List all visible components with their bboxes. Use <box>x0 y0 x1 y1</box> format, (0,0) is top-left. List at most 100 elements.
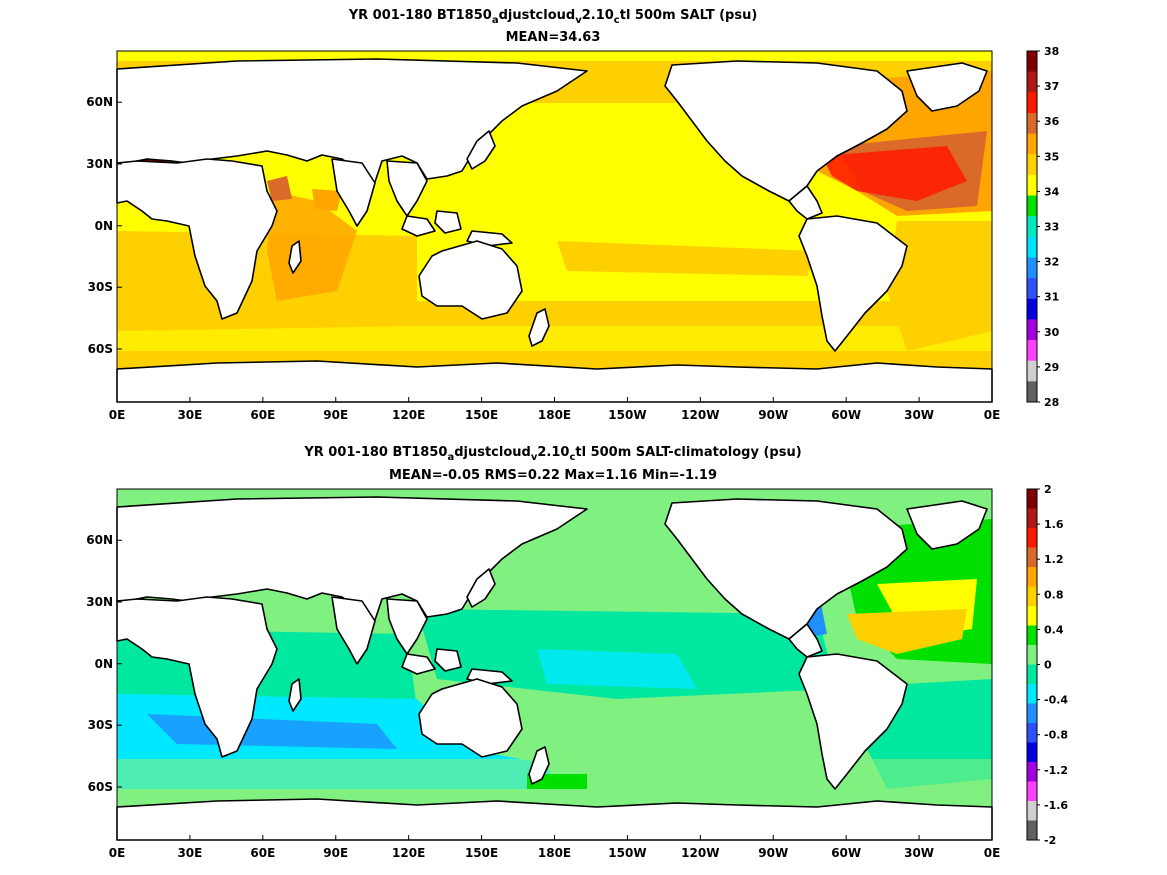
x-axis: 0E 30E 60E 90E 120E 150E 180E 150W 120W 90W 60W 30W… <box>109 397 1001 422</box>
colorbar-swatch <box>1027 92 1037 114</box>
colorbar-swatch <box>1027 742 1037 763</box>
map-field <box>116 51 993 403</box>
colorbar-tick-label: 38 <box>1044 45 1059 58</box>
colorbar-tick-label: 1.2 <box>1044 553 1064 566</box>
colorbar: 2 1.6 1.2 0.8 0.4 0 -0.4 -0.8 -1.2 -1.6 -2 <box>1026 483 1068 847</box>
x-tick-label: 60E <box>250 408 275 422</box>
x-tick-label: 30E <box>177 846 202 860</box>
colorbar-swatch <box>1027 298 1037 320</box>
colorbar-swatch <box>1027 567 1037 587</box>
salt-panel: YR 001-180 BT1850adjustcloudv2.10ctl 500… <box>86 8 1059 422</box>
colorbar-tick-label: 28 <box>1044 396 1059 409</box>
x-tick-label: 150E <box>465 408 498 422</box>
colorbar-swatch <box>1027 664 1037 685</box>
y-tick-label: 30S <box>88 718 113 732</box>
colorbar-tick-label: -0.4 <box>1044 694 1068 707</box>
y-tick-label: 60S <box>88 780 113 794</box>
x-tick-label: 150W <box>608 408 646 422</box>
colorbar-tick-label: 1.6 <box>1044 518 1064 531</box>
colorbar-swatch <box>1027 625 1037 646</box>
colorbar-swatch <box>1027 133 1037 155</box>
x-tick-label: 150W <box>608 846 646 860</box>
x-tick-label: 0E <box>984 408 1001 422</box>
x-tick-label: 90W <box>758 408 788 422</box>
y-axis: 60N 30N 0N 30S 60S <box>86 533 122 794</box>
colorbar-swatch <box>1027 645 1037 665</box>
colorbar-swatch <box>1027 781 1037 802</box>
colorbar-swatch <box>1027 801 1037 821</box>
colorbar-tick-label: 32 <box>1044 256 1059 269</box>
map-field <box>116 489 993 841</box>
y-tick-label: 30N <box>86 595 113 609</box>
colorbar-tick-label: -1.2 <box>1044 764 1068 777</box>
colorbar-swatch <box>1027 381 1037 403</box>
colorbar-swatch <box>1027 820 1037 841</box>
colorbar-swatch <box>1027 216 1037 238</box>
x-tick-label: 30E <box>177 408 202 422</box>
x-tick-label: 120W <box>681 846 719 860</box>
colorbar-tick-label: 33 <box>1044 221 1059 234</box>
colorbar-tick-label: 31 <box>1044 291 1059 304</box>
x-tick-label: 120W <box>681 408 719 422</box>
chart-stats: MEAN=-0.05 RMS=0.22 Max=1.16 Min=-1.19 <box>389 468 717 483</box>
x-tick-label: 60E <box>250 846 275 860</box>
colorbar-swatch <box>1027 684 1037 704</box>
colorbar-swatch <box>1027 236 1037 258</box>
x-tick-label: 30W <box>904 408 934 422</box>
x-tick-label: 180E <box>538 846 571 860</box>
colorbar-swatch <box>1027 723 1037 743</box>
colorbar-tick-label: 0.4 <box>1044 623 1064 636</box>
x-tick-label: 0E <box>984 846 1001 860</box>
colorbar-swatch <box>1027 278 1037 300</box>
colorbar-swatch <box>1027 195 1037 217</box>
colorbar: 38 37 36 35 34 33 32 31 30 29 28 <box>1026 45 1060 409</box>
x-tick-label: 60W <box>831 846 861 860</box>
x-tick-label: 0E <box>109 846 126 860</box>
colorbar-swatch <box>1027 508 1037 529</box>
colorbar-tick-label: 36 <box>1044 115 1060 128</box>
y-tick-label: 60S <box>88 342 113 356</box>
y-tick-label: 60N <box>86 95 113 109</box>
x-axis: 0E 30E 60E 90E 120E 150E 180E 150W 120W 90W 60W 30W… <box>109 835 1001 860</box>
colorbar-tick-label: -1.6 <box>1044 799 1068 812</box>
colorbar-swatch <box>1027 586 1037 607</box>
colorbar-tick-label: 29 <box>1044 361 1059 374</box>
colorbar-tick-label: 34 <box>1044 185 1060 198</box>
chart-title: YR 001-180 BT1850adjustcloudv2.10ctl 500… <box>303 445 801 463</box>
colorbar-swatch <box>1027 606 1037 626</box>
y-tick-label: 30N <box>86 157 113 171</box>
x-tick-label: 90W <box>758 846 788 860</box>
colorbar-tick-label: 0.8 <box>1044 588 1064 601</box>
colorbar-swatch <box>1027 51 1037 73</box>
x-tick-label: 90E <box>323 846 348 860</box>
y-tick-label: 0N <box>95 657 113 671</box>
colorbar-tick-label: -2 <box>1044 834 1056 847</box>
colorbar-tick-label: 37 <box>1044 80 1059 93</box>
colorbar-swatch <box>1027 71 1037 93</box>
colorbar-swatch <box>1027 257 1037 279</box>
x-tick-label: 120E <box>392 846 425 860</box>
colorbar-swatch <box>1027 528 1037 548</box>
x-tick-label: 180E <box>538 408 571 422</box>
x-tick-label: 90E <box>323 408 348 422</box>
y-tick-label: 60N <box>86 533 113 547</box>
colorbar-swatch <box>1027 360 1037 382</box>
y-tick-label: 30S <box>88 280 113 294</box>
chart-title: YR 001-180 BT1850adjustcloudv2.10ctl 500… <box>348 8 758 26</box>
colorbar-swatch <box>1027 112 1037 135</box>
x-tick-label: 60W <box>831 408 861 422</box>
y-tick-label: 0N <box>95 219 113 233</box>
colorbar-tick-label: 2 <box>1044 483 1052 496</box>
colorbar-swatch <box>1027 319 1037 341</box>
x-tick-label: 120E <box>392 408 425 422</box>
colorbar-swatch <box>1027 340 1037 362</box>
colorbar-tick-label: 35 <box>1044 150 1059 163</box>
colorbar-tick-label: -0.8 <box>1044 729 1068 742</box>
colorbar-swatch <box>1027 154 1037 176</box>
colorbar-swatch <box>1027 703 1037 724</box>
x-tick-label: 0E <box>109 408 126 422</box>
x-tick-label: 30W <box>904 846 934 860</box>
x-tick-label: 150E <box>465 846 498 860</box>
colorbar-swatch <box>1027 547 1037 568</box>
